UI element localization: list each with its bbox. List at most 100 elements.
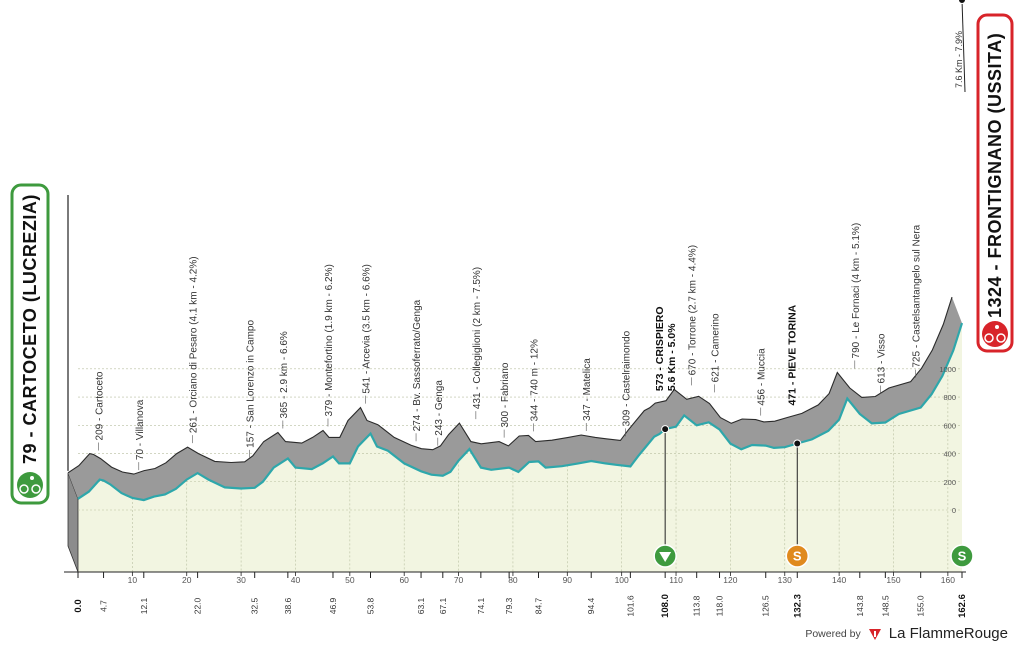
route-point-label: 613 - Visso — [876, 333, 887, 383]
route-point-label: 670 - Torrone (2.7 km - 4.4%) — [688, 245, 699, 375]
distance-tick-label: 10 — [128, 575, 138, 585]
sprint-marker — [785, 544, 810, 568]
route-point-label: 261 - Orciano di Pesaro (4.1 km - 4.2%) — [189, 256, 200, 433]
route-point-km-label: 38.6 — [283, 597, 293, 614]
distance-tick-label: 90 — [563, 575, 573, 585]
distance-tick-label: 50 — [345, 575, 355, 585]
distance-tick-label: 60 — [399, 575, 409, 585]
start-title: 79 - CARTOCETO (LUCREZIA) — [20, 194, 40, 464]
brand-text: La FlammeRouge — [888, 625, 1008, 642]
distance-tick-label: 130 — [778, 575, 792, 585]
finish-cyclist-wheel — [984, 333, 994, 343]
route-point-km-label: 32.5 — [250, 597, 260, 614]
start-badge: 79 - CARTOCETO (LUCREZIA) — [10, 183, 50, 505]
special-point-km-label: 108.0 — [660, 594, 671, 618]
distance-tick-label: 40 — [291, 575, 301, 585]
route-point-label: 309 - Castelraimondo — [621, 330, 632, 426]
distance-tick-label: 20 — [182, 575, 192, 585]
distance-tick-label: 110 — [669, 575, 683, 585]
distance-tick-label: 30 — [236, 575, 246, 585]
special-point-climb: 5.6 Km - 5.0% — [666, 323, 678, 391]
finish-cyclist-icon — [982, 321, 1008, 347]
distance-tick-label: 150 — [886, 575, 900, 585]
finish-km-label: 162.6 — [957, 594, 968, 618]
special-point-km-label: 132.3 — [792, 594, 803, 618]
route-point-label: 456 - Muccia — [757, 348, 768, 406]
special-point-dot — [793, 439, 802, 448]
altitude-axis-labels: 200 400 600 800 1000 0 — [939, 365, 956, 515]
route-point-km-label: 84.7 — [533, 597, 543, 614]
route-point-km-label: 113.8 — [692, 595, 702, 616]
finish-climb-label: 7.6 Km - 7.9% — [954, 31, 964, 88]
distance-tick-label: 160 — [941, 575, 955, 585]
route-point-km-label: 4.7 — [99, 600, 109, 612]
route-point-label: 725 - Castelsantangelo sul Nera — [912, 224, 923, 367]
altitude-tick-label: 1000 — [939, 365, 956, 374]
finish-badge-frame — [976, 13, 1014, 353]
route-point-km-label: 94.4 — [586, 597, 596, 614]
route-point-label: 209 - Cartoceto — [95, 371, 106, 440]
powered-by-text: Powered by — [805, 627, 861, 640]
distance-axis: 10 20 30 40 50 60 70 80 90 100 110 120 130 140 150 160 0… — [64, 571, 968, 618]
route-points: 209 - Cartoceto 70 - Villanova 261 - Orcia… — [95, 223, 923, 471]
route-point-km-label: 46.9 — [328, 597, 338, 614]
route-point-label: 274 - Bv. Sassoferrato/Genga — [412, 299, 423, 431]
route-point-km-label: 74.1 — [476, 597, 486, 614]
special-point-label: 573 - CRISPIERO — [654, 306, 666, 391]
start-cyclist-wheel — [19, 484, 29, 494]
start-cyclist-wheel — [31, 484, 41, 494]
route-point-km-label: 148.5 — [880, 595, 890, 617]
route-point-km-label: 22.0 — [193, 597, 203, 614]
route-point-km-label: 101.6 — [625, 595, 635, 617]
finish-title: 1324 - FRONTIGNANO (USSITA) — [985, 33, 1005, 318]
route-point-km-label: 126.5 — [761, 595, 771, 617]
route-point-label: 347 - Matelica — [582, 358, 593, 421]
special-point-label: 471 - PIEVE TORINA — [786, 304, 798, 405]
route-point-label: 157 - San Lorenzo in Campo — [246, 320, 257, 448]
distance-tick-label: 70 — [454, 575, 464, 585]
special-points: 573 - CRISPIERO 5.6 Km - 5.0% S 471 - PIEVE… — [653, 304, 974, 568]
special-point-dot — [661, 425, 670, 434]
distance-tick-label: 120 — [723, 575, 737, 585]
route-point-label: 431 - Collegiglioni (2 km - 7.5%) — [472, 267, 483, 409]
profile-ridge-line — [67, 296, 953, 475]
altitude-tick-label: 800 — [943, 393, 956, 402]
finish-badge: 1324 - FRONTIGNANO (USSITA) 7.6 Km - 7.9% — [954, 0, 1014, 353]
route-point-km-label: 63.1 — [416, 597, 426, 614]
route-point-km-label: 53.8 — [365, 597, 375, 614]
sprint-letter: S — [793, 549, 802, 564]
altitude-tick-label: 0 — [952, 506, 956, 515]
route-point-km-label: 143.8 — [855, 595, 865, 617]
distance-tick-label: 100 — [615, 575, 629, 585]
flamme-rouge-logo-icon — [868, 628, 881, 640]
start-cyclist-icon — [17, 472, 43, 498]
distance-tick-label: 140 — [832, 575, 846, 585]
start-badge-frame — [10, 183, 50, 505]
route-point-km-label: 118.0 — [715, 595, 725, 616]
finish-dot — [958, 0, 966, 4]
start-km-label: 0.0 — [73, 599, 84, 612]
route-point-km-label: 79.3 — [504, 597, 514, 614]
finish-cyclist-wheel — [996, 333, 1006, 343]
footer: Powered by La FlammeRouge — [805, 625, 1008, 642]
route-point-label: 70 - Villanova — [135, 399, 146, 460]
distance-tick-label: 80 — [508, 575, 518, 585]
route-point-label: 541 - Arcevia (3.5 km - 6.6%) — [361, 264, 372, 394]
altitude-tick-label: 400 — [943, 450, 956, 459]
route-point-km-label: 67.1 — [438, 597, 448, 614]
sprint-letter: S — [958, 549, 967, 564]
altitude-tick-label: 200 — [943, 478, 956, 487]
finish-cyclist-head — [995, 325, 999, 329]
route-point-km-label: 12.1 — [139, 597, 149, 614]
distance-gridlines — [132, 363, 949, 572]
altitude-tick-label: 600 — [943, 421, 956, 430]
route-point-label: 790 - Le Fornaci (4 km - 5.1%) — [851, 223, 862, 359]
start-cyclist-head — [30, 476, 34, 480]
route-point-label: 300 - Fabriano — [500, 362, 511, 427]
route-point-km-label: 155.0 — [916, 595, 926, 617]
climb-triangle-icon — [659, 552, 672, 562]
route-point-label: 344 - 740 m - 12% — [529, 339, 540, 421]
route-point-label: 379 - Montefortino (1.9 km - 6.2%) — [324, 264, 335, 416]
route-point-label: 365 - 2.9 km - 6.6% — [279, 331, 290, 418]
profile-base-area — [67, 195, 962, 573]
